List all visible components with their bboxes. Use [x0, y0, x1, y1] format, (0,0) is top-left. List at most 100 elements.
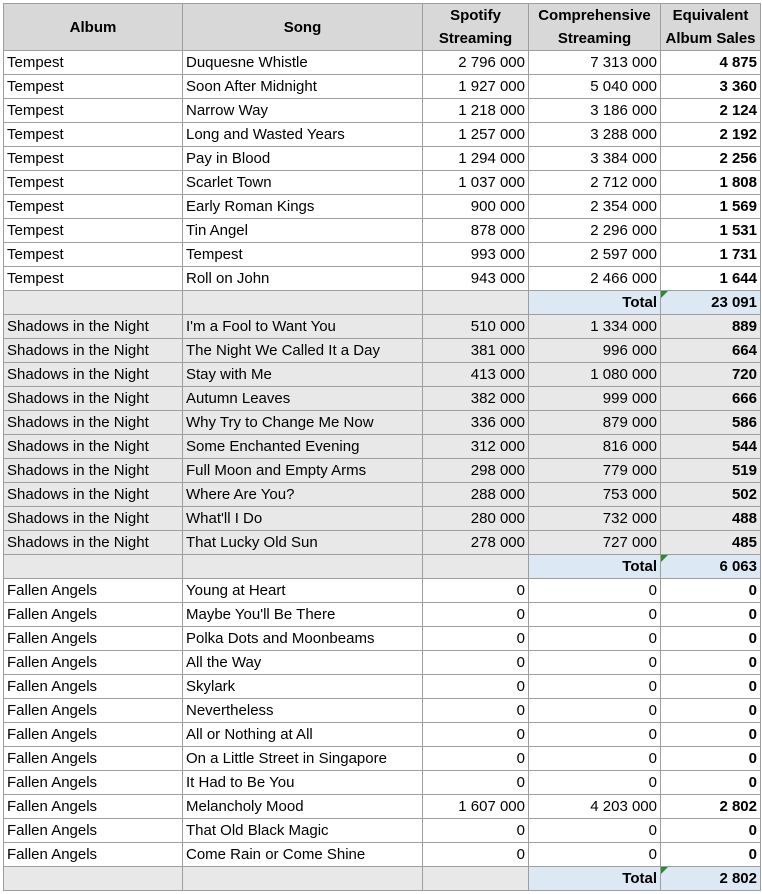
comprehensive-streaming-cell[interactable]: 1 334 000: [528, 314, 661, 339]
song-cell[interactable]: The Night We Called It a Day: [182, 338, 423, 363]
empty-cell[interactable]: [3, 866, 183, 891]
equivalent-album-sales-cell[interactable]: 0: [660, 650, 761, 675]
album-cell[interactable]: Shadows in the Night: [3, 506, 183, 531]
spotify-streaming-cell[interactable]: 0: [422, 746, 529, 771]
spotify-streaming-cell[interactable]: 280 000: [422, 506, 529, 531]
song-cell[interactable]: Scarlet Town: [182, 170, 423, 195]
header-spotify-streaming[interactable]: Spotify Streaming: [422, 3, 529, 51]
equivalent-album-sales-cell[interactable]: 0: [660, 698, 761, 723]
song-cell[interactable]: Come Rain or Come Shine: [182, 842, 423, 867]
header-equivalent-album-sales[interactable]: Equivalent Album Sales: [660, 3, 761, 51]
spotify-streaming-cell[interactable]: 0: [422, 722, 529, 747]
album-cell[interactable]: Shadows in the Night: [3, 530, 183, 555]
spotify-streaming-cell[interactable]: 298 000: [422, 458, 529, 483]
song-cell[interactable]: Pay in Blood: [182, 146, 423, 171]
comprehensive-streaming-cell[interactable]: 7 313 000: [528, 50, 661, 75]
song-cell[interactable]: Early Roman Kings: [182, 194, 423, 219]
comprehensive-streaming-cell[interactable]: 0: [528, 698, 661, 723]
equivalent-album-sales-cell[interactable]: 1 808: [660, 170, 761, 195]
song-cell[interactable]: Tin Angel: [182, 218, 423, 243]
comprehensive-streaming-cell[interactable]: 2 597 000: [528, 242, 661, 267]
song-cell[interactable]: What'll I Do: [182, 506, 423, 531]
song-cell[interactable]: It Had to Be You: [182, 770, 423, 795]
spotify-streaming-cell[interactable]: 0: [422, 770, 529, 795]
comprehensive-streaming-cell[interactable]: 0: [528, 626, 661, 651]
equivalent-album-sales-cell[interactable]: 0: [660, 674, 761, 699]
album-cell[interactable]: Fallen Angels: [3, 602, 183, 627]
total-label-cell[interactable]: Total: [528, 554, 661, 579]
album-cell[interactable]: Fallen Angels: [3, 770, 183, 795]
spotify-streaming-cell[interactable]: 0: [422, 650, 529, 675]
comprehensive-streaming-cell[interactable]: 816 000: [528, 434, 661, 459]
equivalent-album-sales-cell[interactable]: 664: [660, 338, 761, 363]
song-cell[interactable]: On a Little Street in Singapore: [182, 746, 423, 771]
equivalent-album-sales-cell[interactable]: 488: [660, 506, 761, 531]
spotify-streaming-cell[interactable]: 878 000: [422, 218, 529, 243]
comprehensive-streaming-cell[interactable]: 2 354 000: [528, 194, 661, 219]
equivalent-album-sales-cell[interactable]: 0: [660, 770, 761, 795]
album-cell[interactable]: Fallen Angels: [3, 698, 183, 723]
album-cell[interactable]: Shadows in the Night: [3, 338, 183, 363]
album-cell[interactable]: Fallen Angels: [3, 650, 183, 675]
spotify-streaming-cell[interactable]: 288 000: [422, 482, 529, 507]
song-cell[interactable]: Some Enchanted Evening: [182, 434, 423, 459]
empty-cell[interactable]: [182, 866, 423, 891]
equivalent-album-sales-cell[interactable]: 0: [660, 746, 761, 771]
song-cell[interactable]: Full Moon and Empty Arms: [182, 458, 423, 483]
comprehensive-streaming-cell[interactable]: 0: [528, 578, 661, 603]
empty-cell[interactable]: [422, 554, 529, 579]
album-cell[interactable]: Tempest: [3, 242, 183, 267]
album-cell[interactable]: Fallen Angels: [3, 722, 183, 747]
album-cell[interactable]: Tempest: [3, 170, 183, 195]
equivalent-album-sales-cell[interactable]: 3 360: [660, 74, 761, 99]
equivalent-album-sales-cell[interactable]: 502: [660, 482, 761, 507]
equivalent-album-sales-cell[interactable]: 2 124: [660, 98, 761, 123]
song-cell[interactable]: Long and Wasted Years: [182, 122, 423, 147]
song-cell[interactable]: Skylark: [182, 674, 423, 699]
album-cell[interactable]: Tempest: [3, 194, 183, 219]
comprehensive-streaming-cell[interactable]: 0: [528, 842, 661, 867]
song-cell[interactable]: Tempest: [182, 242, 423, 267]
equivalent-album-sales-cell[interactable]: 0: [660, 722, 761, 747]
empty-cell[interactable]: [422, 866, 529, 891]
song-cell[interactable]: Young at Heart: [182, 578, 423, 603]
album-cell[interactable]: Shadows in the Night: [3, 314, 183, 339]
equivalent-album-sales-cell[interactable]: 0: [660, 818, 761, 843]
equivalent-album-sales-cell[interactable]: 4 875: [660, 50, 761, 75]
album-cell[interactable]: Tempest: [3, 266, 183, 291]
comprehensive-streaming-cell[interactable]: 0: [528, 722, 661, 747]
comprehensive-streaming-cell[interactable]: 3 186 000: [528, 98, 661, 123]
spotify-streaming-cell[interactable]: 1 927 000: [422, 74, 529, 99]
comprehensive-streaming-cell[interactable]: 3 384 000: [528, 146, 661, 171]
spotify-streaming-cell[interactable]: 0: [422, 578, 529, 603]
spotify-streaming-cell[interactable]: 0: [422, 626, 529, 651]
equivalent-album-sales-cell[interactable]: 2 802: [660, 794, 761, 819]
album-cell[interactable]: Tempest: [3, 98, 183, 123]
song-cell[interactable]: Maybe You'll Be There: [182, 602, 423, 627]
spotify-streaming-cell[interactable]: 413 000: [422, 362, 529, 387]
total-value-cell[interactable]: 23 091: [660, 290, 761, 315]
comprehensive-streaming-cell[interactable]: 2 296 000: [528, 218, 661, 243]
album-cell[interactable]: Tempest: [3, 74, 183, 99]
spotify-streaming-cell[interactable]: 510 000: [422, 314, 529, 339]
equivalent-album-sales-cell[interactable]: 2 256: [660, 146, 761, 171]
spotify-streaming-cell[interactable]: 312 000: [422, 434, 529, 459]
spotify-streaming-cell[interactable]: 1 037 000: [422, 170, 529, 195]
song-cell[interactable]: All the Way: [182, 650, 423, 675]
album-cell[interactable]: Shadows in the Night: [3, 482, 183, 507]
spotify-streaming-cell[interactable]: 382 000: [422, 386, 529, 411]
comprehensive-streaming-cell[interactable]: 2 712 000: [528, 170, 661, 195]
comprehensive-streaming-cell[interactable]: 1 080 000: [528, 362, 661, 387]
total-label-cell[interactable]: Total: [528, 290, 661, 315]
song-cell[interactable]: That Old Black Magic: [182, 818, 423, 843]
album-cell[interactable]: Fallen Angels: [3, 794, 183, 819]
song-cell[interactable]: All or Nothing at All: [182, 722, 423, 747]
song-cell[interactable]: Narrow Way: [182, 98, 423, 123]
album-cell[interactable]: Tempest: [3, 122, 183, 147]
comprehensive-streaming-cell[interactable]: 999 000: [528, 386, 661, 411]
spotify-streaming-cell[interactable]: 1 294 000: [422, 146, 529, 171]
song-cell[interactable]: Autumn Leaves: [182, 386, 423, 411]
album-cell[interactable]: Fallen Angels: [3, 746, 183, 771]
album-cell[interactable]: Shadows in the Night: [3, 458, 183, 483]
equivalent-album-sales-cell[interactable]: 720: [660, 362, 761, 387]
